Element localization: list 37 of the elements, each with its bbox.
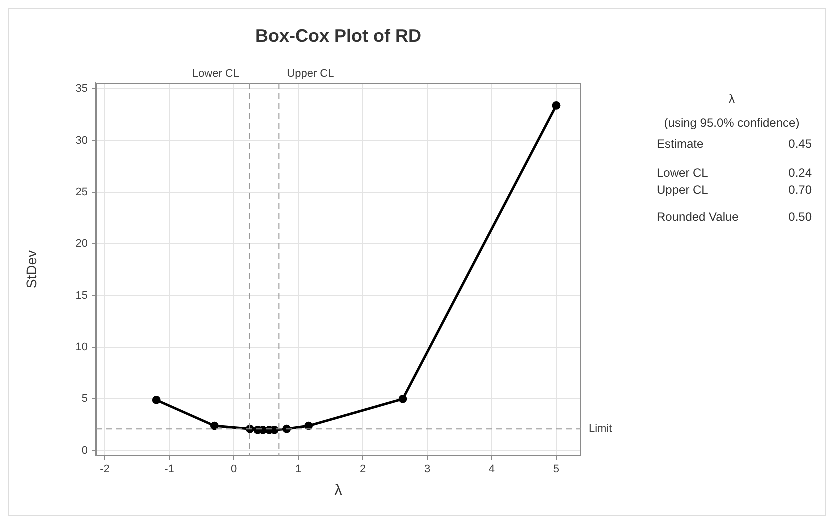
y-tick-label: 20: [76, 238, 88, 250]
ref-line-label: Lower CL: [192, 68, 240, 80]
y-tick-label: 25: [76, 186, 88, 199]
y-tick-label: 35: [76, 83, 88, 96]
point: [152, 396, 161, 404]
text: Rounded Value: [657, 209, 739, 226]
ref-line-label: Upper CL: [287, 68, 334, 80]
x-tick-label: 4: [488, 464, 496, 476]
text: 0.70: [788, 182, 812, 199]
x-tick-label: -2: [100, 464, 110, 476]
y-tick-label: 10: [76, 342, 88, 354]
x-tick-label: 2: [360, 464, 366, 476]
y-tick-label: 30: [76, 134, 88, 147]
point: [210, 422, 219, 430]
text: 0.24: [788, 165, 812, 182]
x-axis-title: λ: [334, 482, 343, 500]
text: Upper CL: [657, 182, 708, 199]
y-axis-title: StDev: [23, 250, 40, 289]
y-tick-label: 0: [82, 444, 88, 457]
x-tick-label: 5: [553, 464, 560, 476]
point: [552, 102, 561, 110]
y-tick-label: 5: [82, 393, 88, 406]
text: 0.45: [788, 136, 812, 153]
ref-line-label: Limit: [589, 423, 612, 436]
x-tick-label: 1: [295, 464, 302, 476]
text: Lower CL: [657, 165, 708, 182]
x-tick-label: 3: [424, 464, 431, 476]
x-tick-label: -1: [164, 464, 174, 476]
y-tick-label: 15: [76, 290, 88, 302]
text: (using 95.0% confidence): [663, 115, 801, 132]
x-tick-label: 0: [230, 464, 238, 476]
point: [282, 424, 292, 434]
text: Estimate: [657, 136, 704, 153]
text: 0.50: [788, 209, 812, 226]
chart-title: Box-Cox Plot of RD: [254, 25, 422, 47]
text: λ: [728, 91, 736, 108]
point: [398, 394, 408, 404]
